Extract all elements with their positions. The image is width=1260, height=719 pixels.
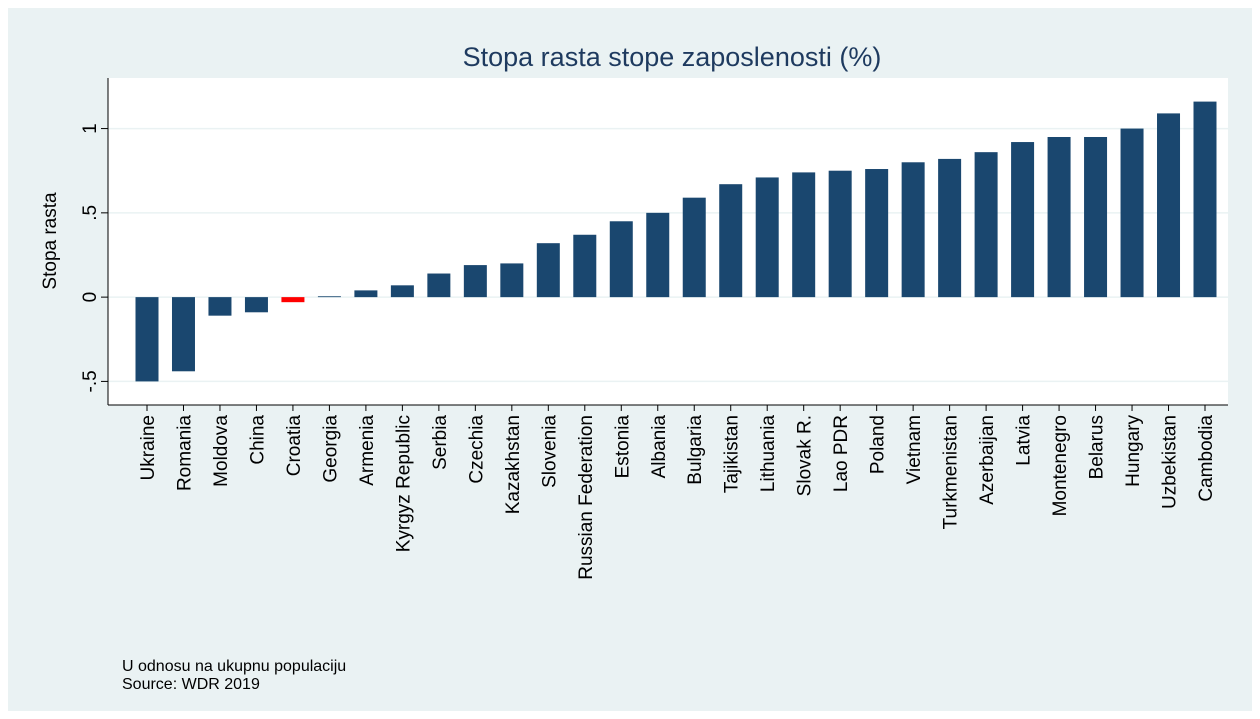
x-tick-label: Bulgaria — [685, 415, 706, 485]
x-tick-label: Armenia — [357, 415, 378, 486]
chart-title: Stopa rasta stope zaposlenosti (%) — [463, 42, 882, 72]
bar — [354, 290, 378, 298]
x-tick-label: Albania — [649, 415, 670, 479]
x-tick-label: Latvia — [1014, 415, 1035, 466]
bar — [719, 184, 743, 298]
x-tick-label: Cambodia — [1196, 415, 1217, 502]
bar — [1047, 136, 1071, 298]
x-tick-label: Slovenia — [539, 415, 560, 488]
x-tick-label: Uzbekistan — [1160, 415, 1181, 509]
bar — [463, 265, 487, 298]
bar — [646, 212, 670, 298]
bar — [135, 297, 159, 382]
bar — [1193, 101, 1217, 298]
x-tick-label: Azerbaijan — [977, 415, 998, 505]
x-tick-label: Slovak R. — [795, 415, 816, 496]
y-tick-label: 1 — [80, 123, 101, 134]
note: Source: WDR 2019 — [122, 676, 260, 693]
bar — [1084, 136, 1108, 298]
x-tick-label: Poland — [868, 415, 889, 474]
x-tick-label: Belarus — [1087, 415, 1108, 479]
x-tick-label: Moldova — [211, 415, 232, 487]
bar — [1011, 142, 1035, 298]
bar — [573, 234, 597, 298]
x-tick-label: China — [247, 415, 268, 465]
x-tick-label: Estonia — [612, 415, 633, 479]
x-tick-label: Czechia — [466, 415, 487, 484]
x-tick-label: Lao PDR — [831, 415, 852, 492]
bar — [317, 296, 341, 298]
bar — [244, 297, 268, 313]
bar — [171, 297, 195, 372]
bar — [938, 158, 962, 298]
x-tick-label: Georgia — [320, 415, 341, 483]
x-tick-label: Serbia — [430, 415, 451, 470]
bar — [609, 221, 633, 298]
bar — [390, 285, 414, 298]
bar — [828, 170, 852, 298]
bar — [1120, 128, 1144, 298]
x-tick-label: Vietnam — [904, 415, 925, 484]
bar — [281, 297, 305, 303]
x-tick-label: Kyrgyz Republic — [393, 415, 414, 552]
x-tick-label: Russian Federation — [576, 415, 597, 580]
bar — [755, 177, 779, 298]
x-tick-label: Montenegro — [1050, 415, 1071, 516]
note: U odnosu na ukupnu populaciju — [122, 658, 346, 675]
y-tick-label: 0 — [80, 292, 101, 303]
bar — [427, 273, 451, 298]
bar — [865, 169, 889, 298]
y-axis-title: Stopa rasta — [40, 192, 61, 290]
bar — [682, 197, 706, 298]
bar — [974, 152, 998, 298]
bar — [1157, 113, 1181, 298]
bar — [792, 172, 816, 298]
bar — [500, 263, 524, 298]
x-tick-label: Kazakhstan — [503, 415, 524, 514]
x-tick-label: Lithuania — [758, 415, 779, 493]
x-tick-label: Romania — [174, 415, 195, 491]
bar — [208, 297, 232, 316]
x-tick-label: Ukraine — [138, 415, 159, 480]
x-tick-label: Croatia — [284, 415, 305, 477]
y-tick-label: .5 — [80, 205, 101, 221]
x-tick-label: Turkmenistan — [941, 415, 962, 529]
x-tick-label: Hungary — [1123, 415, 1144, 487]
x-tick-label: Tajikistan — [722, 415, 743, 493]
y-tick-label: -.5 — [80, 370, 101, 392]
bar — [536, 243, 560, 298]
bar — [901, 162, 925, 298]
